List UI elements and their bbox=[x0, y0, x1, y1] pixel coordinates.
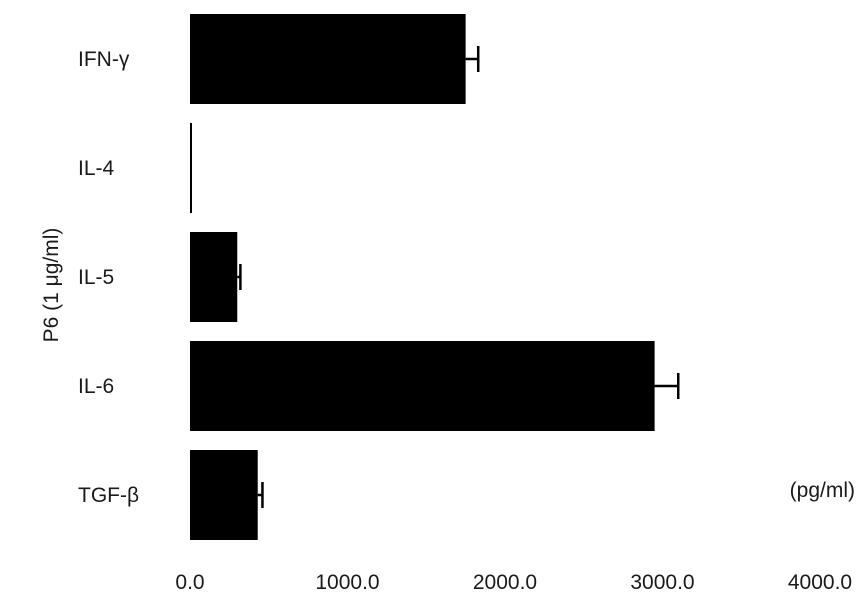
bar-2 bbox=[190, 232, 238, 322]
bar-4 bbox=[190, 450, 258, 540]
category-label-0: IFN-γ bbox=[78, 48, 130, 71]
x-tick-label-4: 4000.0 bbox=[788, 571, 852, 594]
bars-group bbox=[190, 14, 680, 540]
category-label-4: TGF-β bbox=[78, 484, 139, 507]
x-tick-label-0: 0.0 bbox=[175, 571, 204, 594]
y-axis-label: P6 (1 μg/ml) bbox=[40, 228, 63, 343]
category-label-1: IL-4 bbox=[78, 157, 115, 180]
category-label-3: IL-6 bbox=[78, 375, 114, 398]
x-tick-label-3: 3000.0 bbox=[630, 571, 694, 594]
bar-0 bbox=[190, 14, 466, 104]
x-tick-labels: 0.0 1000.0 2000.0 3000.0 4000.0 bbox=[175, 571, 852, 594]
bar-3 bbox=[190, 341, 655, 431]
category-label-2: IL-5 bbox=[78, 266, 114, 289]
bar-1 bbox=[190, 123, 192, 213]
x-tick-label-2: 2000.0 bbox=[473, 571, 537, 594]
category-labels: IFN-γ IL-4 IL-5 IL-6 TGF-β bbox=[78, 48, 139, 507]
unit-label: (pg/ml) bbox=[790, 479, 855, 502]
x-tick-label-1: 1000.0 bbox=[315, 571, 379, 594]
